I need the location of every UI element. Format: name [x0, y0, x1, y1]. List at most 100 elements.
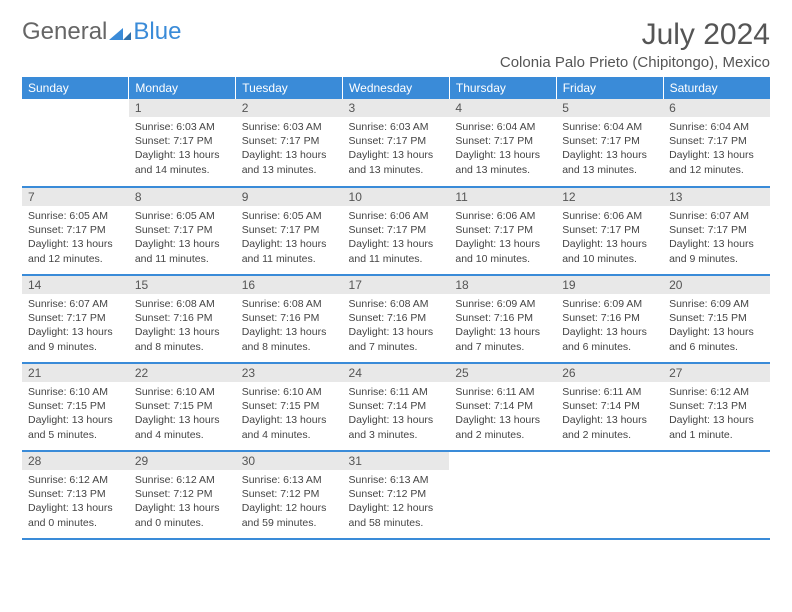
day-details: Sunrise: 6:11 AMSunset: 7:14 PMDaylight:… [343, 382, 450, 446]
day-number: 1 [129, 99, 236, 117]
weekday-header: Tuesday [236, 77, 343, 99]
calendar-cell: 20Sunrise: 6:09 AMSunset: 7:15 PMDayligh… [663, 275, 770, 363]
calendar-cell [556, 451, 663, 539]
calendar-cell: 22Sunrise: 6:10 AMSunset: 7:15 PMDayligh… [129, 363, 236, 451]
day-number: 21 [22, 364, 129, 382]
calendar-cell: 10Sunrise: 6:06 AMSunset: 7:17 PMDayligh… [343, 187, 450, 275]
calendar-cell [22, 99, 129, 187]
month-title: July 2024 [500, 18, 770, 52]
day-number: 18 [449, 276, 556, 294]
calendar-cell: 4Sunrise: 6:04 AMSunset: 7:17 PMDaylight… [449, 99, 556, 187]
day-details: Sunrise: 6:03 AMSunset: 7:17 PMDaylight:… [129, 117, 236, 181]
calendar-cell: 5Sunrise: 6:04 AMSunset: 7:17 PMDaylight… [556, 99, 663, 187]
day-details: Sunrise: 6:05 AMSunset: 7:17 PMDaylight:… [22, 206, 129, 270]
logo-text-2: Blue [133, 18, 181, 46]
day-details: Sunrise: 6:09 AMSunset: 7:15 PMDaylight:… [663, 294, 770, 358]
calendar-table: SundayMondayTuesdayWednesdayThursdayFrid… [22, 77, 770, 540]
day-number: 30 [236, 452, 343, 470]
day-number: 15 [129, 276, 236, 294]
day-details: Sunrise: 6:09 AMSunset: 7:16 PMDaylight:… [449, 294, 556, 358]
day-number: 4 [449, 99, 556, 117]
day-details: Sunrise: 6:11 AMSunset: 7:14 PMDaylight:… [449, 382, 556, 446]
day-details: Sunrise: 6:04 AMSunset: 7:17 PMDaylight:… [449, 117, 556, 181]
calendar-cell: 16Sunrise: 6:08 AMSunset: 7:16 PMDayligh… [236, 275, 343, 363]
day-details: Sunrise: 6:04 AMSunset: 7:17 PMDaylight:… [663, 117, 770, 181]
calendar-cell: 11Sunrise: 6:06 AMSunset: 7:17 PMDayligh… [449, 187, 556, 275]
day-details: Sunrise: 6:13 AMSunset: 7:12 PMDaylight:… [343, 470, 450, 534]
day-details: Sunrise: 6:12 AMSunset: 7:13 PMDaylight:… [663, 382, 770, 446]
calendar-cell: 12Sunrise: 6:06 AMSunset: 7:17 PMDayligh… [556, 187, 663, 275]
calendar-cell: 13Sunrise: 6:07 AMSunset: 7:17 PMDayligh… [663, 187, 770, 275]
calendar-week-row: 1Sunrise: 6:03 AMSunset: 7:17 PMDaylight… [22, 99, 770, 187]
day-details: Sunrise: 6:10 AMSunset: 7:15 PMDaylight:… [129, 382, 236, 446]
calendar-cell: 6Sunrise: 6:04 AMSunset: 7:17 PMDaylight… [663, 99, 770, 187]
day-number: 16 [236, 276, 343, 294]
calendar-cell: 2Sunrise: 6:03 AMSunset: 7:17 PMDaylight… [236, 99, 343, 187]
calendar-cell: 31Sunrise: 6:13 AMSunset: 7:12 PMDayligh… [343, 451, 450, 539]
day-details: Sunrise: 6:12 AMSunset: 7:13 PMDaylight:… [22, 470, 129, 534]
day-details: Sunrise: 6:06 AMSunset: 7:17 PMDaylight:… [343, 206, 450, 270]
day-details: Sunrise: 6:04 AMSunset: 7:17 PMDaylight:… [556, 117, 663, 181]
day-number: 27 [663, 364, 770, 382]
calendar-cell: 8Sunrise: 6:05 AMSunset: 7:17 PMDaylight… [129, 187, 236, 275]
day-details: Sunrise: 6:11 AMSunset: 7:14 PMDaylight:… [556, 382, 663, 446]
weekday-header-row: SundayMondayTuesdayWednesdayThursdayFrid… [22, 77, 770, 99]
calendar-cell: 28Sunrise: 6:12 AMSunset: 7:13 PMDayligh… [22, 451, 129, 539]
day-number: 6 [663, 99, 770, 117]
calendar-cell: 30Sunrise: 6:13 AMSunset: 7:12 PMDayligh… [236, 451, 343, 539]
day-details: Sunrise: 6:08 AMSunset: 7:16 PMDaylight:… [129, 294, 236, 358]
day-details: Sunrise: 6:10 AMSunset: 7:15 PMDaylight:… [22, 382, 129, 446]
day-number: 2 [236, 99, 343, 117]
day-details: Sunrise: 6:08 AMSunset: 7:16 PMDaylight:… [236, 294, 343, 358]
day-details: Sunrise: 6:06 AMSunset: 7:17 PMDaylight:… [449, 206, 556, 270]
day-number: 8 [129, 188, 236, 206]
day-number: 9 [236, 188, 343, 206]
day-details: Sunrise: 6:07 AMSunset: 7:17 PMDaylight:… [663, 206, 770, 270]
day-number: 13 [663, 188, 770, 206]
day-number: 3 [343, 99, 450, 117]
calendar-week-row: 14Sunrise: 6:07 AMSunset: 7:17 PMDayligh… [22, 275, 770, 363]
day-details: Sunrise: 6:08 AMSunset: 7:16 PMDaylight:… [343, 294, 450, 358]
day-number: 31 [343, 452, 450, 470]
calendar-cell: 27Sunrise: 6:12 AMSunset: 7:13 PMDayligh… [663, 363, 770, 451]
day-number: 24 [343, 364, 450, 382]
calendar-cell: 17Sunrise: 6:08 AMSunset: 7:16 PMDayligh… [343, 275, 450, 363]
calendar-cell: 3Sunrise: 6:03 AMSunset: 7:17 PMDaylight… [343, 99, 450, 187]
day-details: Sunrise: 6:05 AMSunset: 7:17 PMDaylight:… [129, 206, 236, 270]
calendar-cell: 24Sunrise: 6:11 AMSunset: 7:14 PMDayligh… [343, 363, 450, 451]
day-details: Sunrise: 6:13 AMSunset: 7:12 PMDaylight:… [236, 470, 343, 534]
calendar-cell: 21Sunrise: 6:10 AMSunset: 7:15 PMDayligh… [22, 363, 129, 451]
calendar-cell: 15Sunrise: 6:08 AMSunset: 7:16 PMDayligh… [129, 275, 236, 363]
day-details: Sunrise: 6:03 AMSunset: 7:17 PMDaylight:… [343, 117, 450, 181]
calendar-cell: 7Sunrise: 6:05 AMSunset: 7:17 PMDaylight… [22, 187, 129, 275]
day-details: Sunrise: 6:12 AMSunset: 7:12 PMDaylight:… [129, 470, 236, 534]
day-number: 17 [343, 276, 450, 294]
day-details: Sunrise: 6:06 AMSunset: 7:17 PMDaylight:… [556, 206, 663, 270]
calendar-cell: 14Sunrise: 6:07 AMSunset: 7:17 PMDayligh… [22, 275, 129, 363]
day-number: 20 [663, 276, 770, 294]
calendar-cell [449, 451, 556, 539]
weekday-header: Friday [556, 77, 663, 99]
calendar-cell: 25Sunrise: 6:11 AMSunset: 7:14 PMDayligh… [449, 363, 556, 451]
logo-triangle-icon [109, 24, 131, 40]
calendar-week-row: 7Sunrise: 6:05 AMSunset: 7:17 PMDaylight… [22, 187, 770, 275]
day-details: Sunrise: 6:09 AMSunset: 7:16 PMDaylight:… [556, 294, 663, 358]
calendar-cell: 1Sunrise: 6:03 AMSunset: 7:17 PMDaylight… [129, 99, 236, 187]
day-number: 7 [22, 188, 129, 206]
weekday-header: Saturday [663, 77, 770, 99]
day-number: 11 [449, 188, 556, 206]
day-number: 23 [236, 364, 343, 382]
day-details: Sunrise: 6:10 AMSunset: 7:15 PMDaylight:… [236, 382, 343, 446]
day-number: 25 [449, 364, 556, 382]
header: General Blue July 2024 Colonia Palo Prie… [22, 18, 770, 71]
weekday-header: Monday [129, 77, 236, 99]
calendar-cell: 18Sunrise: 6:09 AMSunset: 7:16 PMDayligh… [449, 275, 556, 363]
day-number: 12 [556, 188, 663, 206]
day-number: 29 [129, 452, 236, 470]
weekday-header: Wednesday [343, 77, 450, 99]
calendar-cell: 19Sunrise: 6:09 AMSunset: 7:16 PMDayligh… [556, 275, 663, 363]
day-details: Sunrise: 6:07 AMSunset: 7:17 PMDaylight:… [22, 294, 129, 358]
day-number: 19 [556, 276, 663, 294]
day-number: 22 [129, 364, 236, 382]
day-number: 5 [556, 99, 663, 117]
